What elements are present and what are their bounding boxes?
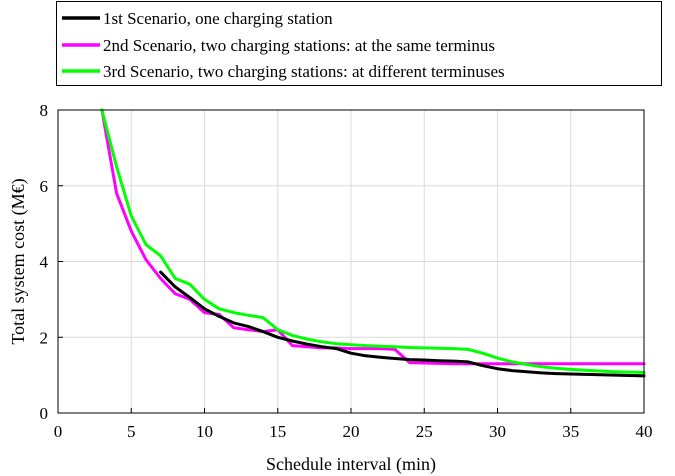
x-tick-label: 35 (562, 422, 579, 441)
y-tick-label: 4 (40, 253, 49, 272)
x-tick-label: 40 (636, 422, 653, 441)
legend-label-series-2: 2nd Scenario, two charging stations: at … (103, 36, 495, 55)
y-axis-ticks: 0 2 4 6 8 (40, 101, 63, 423)
y-tick-label: 0 (40, 404, 49, 423)
y-tick-label: 8 (40, 101, 49, 120)
legend: 1st Scenario, one charging station 2nd S… (56, 1, 662, 86)
x-axis-title: Schedule interval (min) (266, 454, 436, 475)
series-layer (100, 108, 646, 378)
legend-label-series-3: 3rd Scenario, two charging stations: at … (103, 62, 505, 81)
x-tick-label: 0 (54, 422, 63, 441)
y-axis-title: Total system cost (M€) (8, 178, 29, 344)
legend-box (56, 1, 662, 86)
x-tick-label: 30 (489, 422, 506, 441)
x-tick-label: 15 (269, 422, 286, 441)
x-tick-label: 20 (343, 422, 360, 441)
y-tick-label: 6 (40, 177, 49, 196)
series-line-3 (100, 108, 646, 374)
x-tick-label: 25 (416, 422, 433, 441)
series-line-2 (100, 108, 646, 366)
y-tick-label: 2 (40, 328, 49, 347)
series-line-1 (159, 270, 646, 378)
x-axis-ticks: 0 5 10 15 20 25 30 35 40 (54, 408, 653, 441)
x-tick-label: 5 (127, 422, 136, 441)
plot-area: 0 5 10 15 20 25 30 35 40 0 2 4 6 8 (40, 101, 653, 441)
legend-label-series-1: 1st Scenario, one charging station (103, 9, 333, 28)
x-tick-label: 10 (196, 422, 213, 441)
